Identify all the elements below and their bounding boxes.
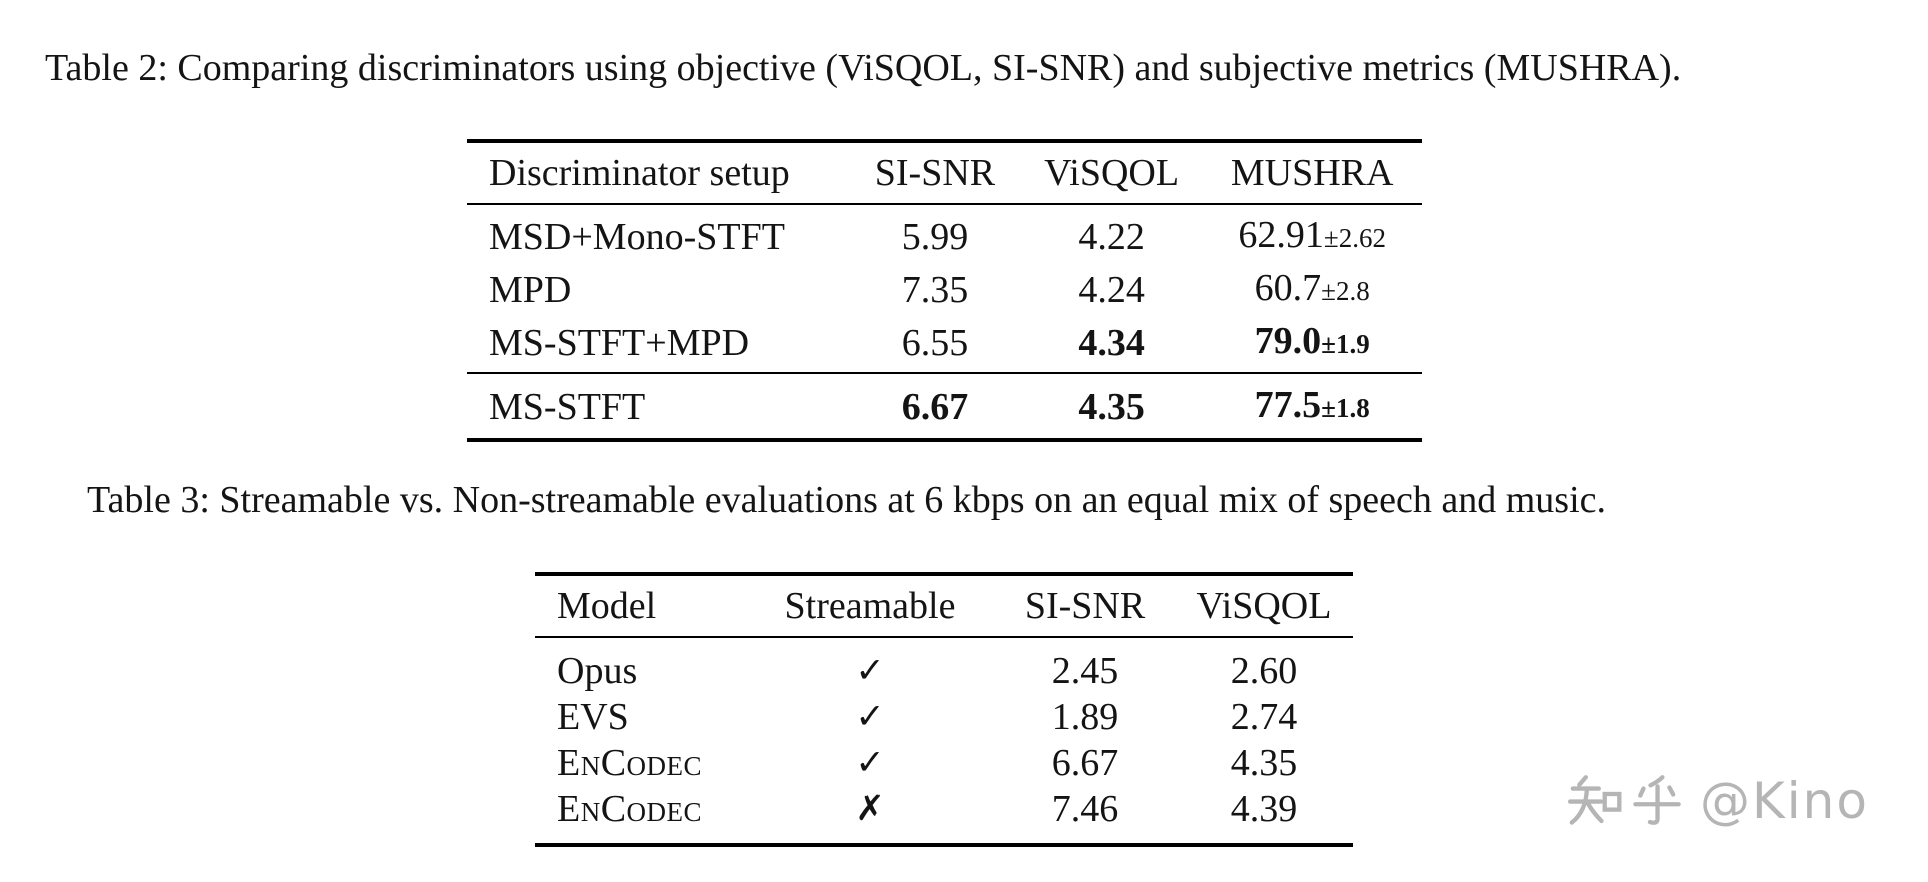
watermark-username: @Kino: [1700, 772, 1869, 830]
mushra-mean: 79.0: [1254, 320, 1322, 362]
cell-setup: MSD+Mono-STFT: [489, 215, 785, 258]
table-row: EnCodec ✓ 6.67 4.35: [535, 740, 1353, 786]
check-icon: ✓: [855, 651, 885, 691]
table2: Discriminator setup SI-SNR ViSQOL MUSHRA…: [467, 139, 1422, 442]
column-header-discriminator-setup: Discriminator setup: [467, 141, 849, 205]
check-icon: ✓: [855, 697, 885, 737]
cell-visqol: 4.24: [1078, 268, 1145, 311]
zhihu-logo-icon: [1633, 775, 1681, 825]
cell-visqol: 4.22: [1078, 215, 1145, 258]
mushra-stddev: ±1.8: [1321, 393, 1370, 423]
zhihu-logo-icon: [1568, 775, 1622, 825]
watermark: @Kino: [1568, 770, 1869, 832]
cross-icon: ✗: [855, 789, 885, 829]
mushra-mean: 77.5: [1254, 384, 1322, 426]
cell-visqol: 4.35: [1230, 741, 1298, 784]
table3-header-row: Model Streamable SI-SNR ViSQOL: [535, 574, 1353, 638]
cell-visqol: 4.34: [1078, 321, 1145, 364]
column-header-sisnr: SI-SNR: [995, 574, 1175, 638]
table-row: MS-STFT+MPD 6.55 4.34 79.0±1.9: [467, 316, 1422, 373]
mushra-stddev: ±2.8: [1321, 276, 1370, 306]
cell-sisnr: 7.46: [1051, 787, 1119, 830]
table-row: MPD 7.35 4.24 60.7±2.8: [467, 263, 1422, 316]
cell-visqol: 4.39: [1230, 787, 1298, 830]
mushra-stddev: ±2.62: [1323, 223, 1386, 253]
cell-setup: MS-STFT+MPD: [489, 321, 750, 364]
column-header-model: Model: [535, 574, 745, 638]
table-row: EnCodec ✗ 7.46 4.39: [535, 786, 1353, 845]
cell-model: EVS: [557, 695, 629, 738]
column-header-visqol: ViSQOL: [1020, 141, 1203, 205]
cell-sisnr: 5.99: [901, 215, 969, 258]
check-icon: ✓: [855, 743, 885, 783]
column-header-sisnr: SI-SNR: [849, 141, 1021, 205]
table-row: Opus ✓ 2.45 2.60: [535, 637, 1353, 694]
cell-visqol: 2.74: [1230, 695, 1298, 738]
cell-mushra: 79.0±1.9: [1202, 316, 1422, 373]
cell-mushra: 60.7±2.8: [1202, 263, 1422, 316]
cell-sisnr: 6.67: [849, 372, 1021, 440]
column-header-mushra: MUSHRA: [1202, 141, 1422, 205]
cell-sisnr: 7.35: [901, 268, 969, 311]
cell-model: EnCodec: [557, 787, 703, 830]
cell-mushra: 77.5±1.8: [1202, 372, 1422, 440]
cell-streamable: ✓: [745, 740, 995, 786]
cell-streamable: ✓: [745, 694, 995, 740]
table2-caption: Table 2: Comparing discriminators using …: [45, 47, 1682, 89]
cell-setup: MS-STFT: [467, 372, 849, 440]
cell-streamable: ✓: [745, 637, 995, 694]
cell-visqol: 4.35: [1020, 372, 1203, 440]
table3: Model Streamable SI-SNR ViSQOL Opus ✓ 2.…: [535, 572, 1353, 847]
mushra-stddev: ±1.9: [1321, 329, 1370, 359]
table3-caption: Table 3: Streamable vs. Non-streamable e…: [87, 479, 1607, 521]
table2-header-row: Discriminator setup SI-SNR ViSQOL MUSHRA: [467, 141, 1422, 205]
cell-model: EnCodec: [557, 741, 703, 784]
mushra-mean: 60.7: [1254, 267, 1322, 309]
cell-visqol: 2.60: [1230, 649, 1298, 692]
table-row: MSD+Mono-STFT 5.99 4.22 62.91±2.62: [467, 204, 1422, 263]
column-header-visqol: ViSQOL: [1175, 574, 1353, 638]
cell-streamable: ✗: [745, 786, 995, 845]
table-row: MS-STFT 6.67 4.35 77.5±1.8: [467, 372, 1422, 440]
cell-sisnr: 6.67: [1051, 741, 1119, 784]
cell-setup: MPD: [489, 268, 572, 311]
cell-sisnr: 1.89: [1051, 695, 1119, 738]
cell-sisnr: 2.45: [1051, 649, 1119, 692]
cell-mushra: 62.91±2.62: [1202, 204, 1422, 263]
mushra-mean: 62.91: [1238, 214, 1324, 256]
table-row: EVS ✓ 1.89 2.74: [535, 694, 1353, 740]
column-header-streamable: Streamable: [745, 574, 995, 638]
cell-model: Opus: [557, 649, 638, 692]
cell-sisnr: 6.55: [901, 321, 969, 364]
